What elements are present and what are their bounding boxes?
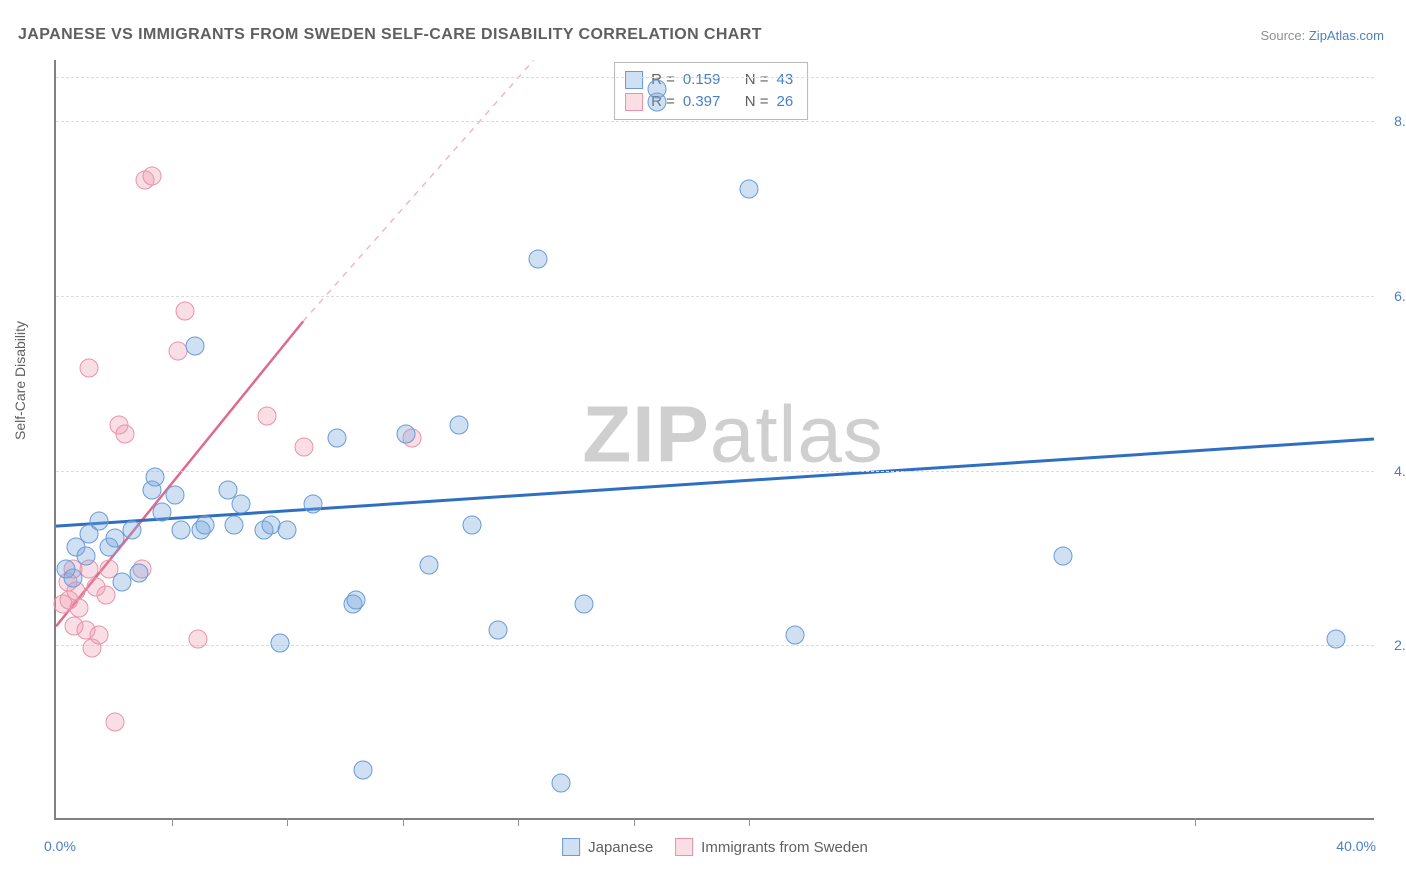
swatch-sweden-icon — [625, 93, 643, 111]
scatter-point — [786, 625, 805, 644]
scatter-point — [258, 407, 277, 426]
scatter-point — [462, 516, 481, 535]
scatter-point — [304, 494, 323, 513]
scatter-point — [575, 594, 594, 613]
gridline — [56, 121, 1374, 122]
legend-series: Japanese Immigrants from Sweden — [562, 838, 868, 856]
x-tick — [518, 818, 519, 826]
scatter-point — [347, 590, 366, 609]
y-tick-label: 2.0% — [1394, 637, 1406, 653]
x-tick — [749, 818, 750, 826]
gridline — [56, 471, 1374, 472]
scatter-point — [96, 586, 115, 605]
legend-stats: R = 0.159 N = 43 R = 0.397 N = 26 — [614, 62, 808, 120]
scatter-point — [89, 625, 108, 644]
legend-label-sweden: Immigrants from Sweden — [701, 839, 868, 856]
scatter-point — [353, 760, 372, 779]
scatter-point — [175, 302, 194, 321]
scatter-point — [70, 599, 89, 618]
source-label: Source: ZipAtlas.com — [1260, 28, 1384, 43]
legend-item: Japanese — [562, 838, 653, 856]
scatter-point — [271, 634, 290, 653]
scatter-point — [195, 516, 214, 535]
y-tick-label: 4.0% — [1394, 463, 1406, 479]
scatter-point — [740, 180, 759, 199]
scatter-point — [231, 494, 250, 513]
gridline — [56, 645, 1374, 646]
scatter-point — [419, 555, 438, 574]
scatter-point — [165, 485, 184, 504]
scatter-point — [122, 520, 141, 539]
gridline — [56, 296, 1374, 297]
r-value-sweden: 0.397 — [683, 91, 721, 113]
scatter-point — [146, 468, 165, 487]
chart-title: JAPANESE VS IMMIGRANTS FROM SWEDEN SELF-… — [18, 26, 762, 44]
scatter-point — [278, 520, 297, 539]
x-tick — [634, 818, 635, 826]
source-prefix: Source: — [1260, 28, 1308, 43]
scatter-point — [294, 437, 313, 456]
legend-item: Immigrants from Sweden — [675, 838, 868, 856]
scatter-point — [152, 503, 171, 522]
x-axis-max-label: 40.0% — [1336, 838, 1376, 854]
trend-line — [303, 60, 534, 321]
scatter-point — [1053, 546, 1072, 565]
scatter-point — [396, 424, 415, 443]
scatter-point — [76, 546, 95, 565]
scatter-point — [172, 520, 191, 539]
scatter-point — [489, 621, 508, 640]
scatter-point — [80, 359, 99, 378]
scatter-point — [129, 564, 148, 583]
scatter-point — [1327, 629, 1346, 648]
r-value-japanese: 0.159 — [683, 69, 721, 91]
scatter-point — [551, 774, 570, 793]
gridline — [56, 77, 1374, 78]
source-site: ZipAtlas.com — [1309, 28, 1384, 43]
scatter-plot: ZIPatlas R = 0.159 N = 43 R = 0.397 N = … — [54, 60, 1374, 820]
swatch-sweden-icon — [675, 838, 693, 856]
x-tick — [1195, 818, 1196, 826]
scatter-point — [225, 516, 244, 535]
scatter-point — [185, 337, 204, 356]
scatter-point — [188, 629, 207, 648]
x-axis-min-label: 0.0% — [44, 838, 76, 854]
y-tick-label: 8.0% — [1394, 113, 1406, 129]
swatch-japanese-icon — [625, 71, 643, 89]
n-value-sweden: 26 — [776, 91, 793, 113]
scatter-point — [327, 429, 346, 448]
scatter-point — [528, 249, 547, 268]
swatch-japanese-icon — [562, 838, 580, 856]
y-tick-label: 6.0% — [1394, 288, 1406, 304]
watermark: ZIPatlas — [582, 388, 883, 480]
x-tick — [403, 818, 404, 826]
x-tick — [172, 818, 173, 826]
x-tick — [287, 818, 288, 826]
scatter-point — [449, 415, 468, 434]
scatter-point — [647, 79, 666, 98]
scatter-point — [106, 712, 125, 731]
legend-label-japanese: Japanese — [588, 839, 653, 856]
scatter-point — [116, 424, 135, 443]
scatter-point — [142, 166, 161, 185]
scatter-point — [63, 568, 82, 587]
n-value-japanese: 43 — [776, 69, 793, 91]
y-axis-label: Self-Care Disability — [12, 321, 28, 440]
scatter-point — [89, 512, 108, 531]
